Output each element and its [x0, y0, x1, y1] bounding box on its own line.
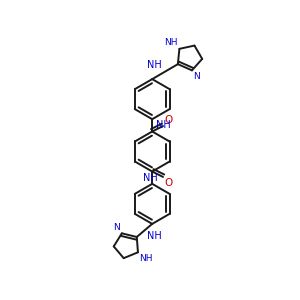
Text: NH: NH [140, 254, 153, 263]
Text: NH: NH [164, 38, 178, 46]
Text: NH: NH [143, 173, 158, 184]
Text: NH: NH [147, 231, 162, 241]
Text: NH: NH [156, 119, 171, 130]
Text: N: N [194, 72, 200, 81]
Text: O: O [164, 178, 173, 188]
Text: O: O [164, 115, 173, 125]
Text: N: N [113, 223, 120, 232]
Text: NH: NH [147, 60, 162, 70]
